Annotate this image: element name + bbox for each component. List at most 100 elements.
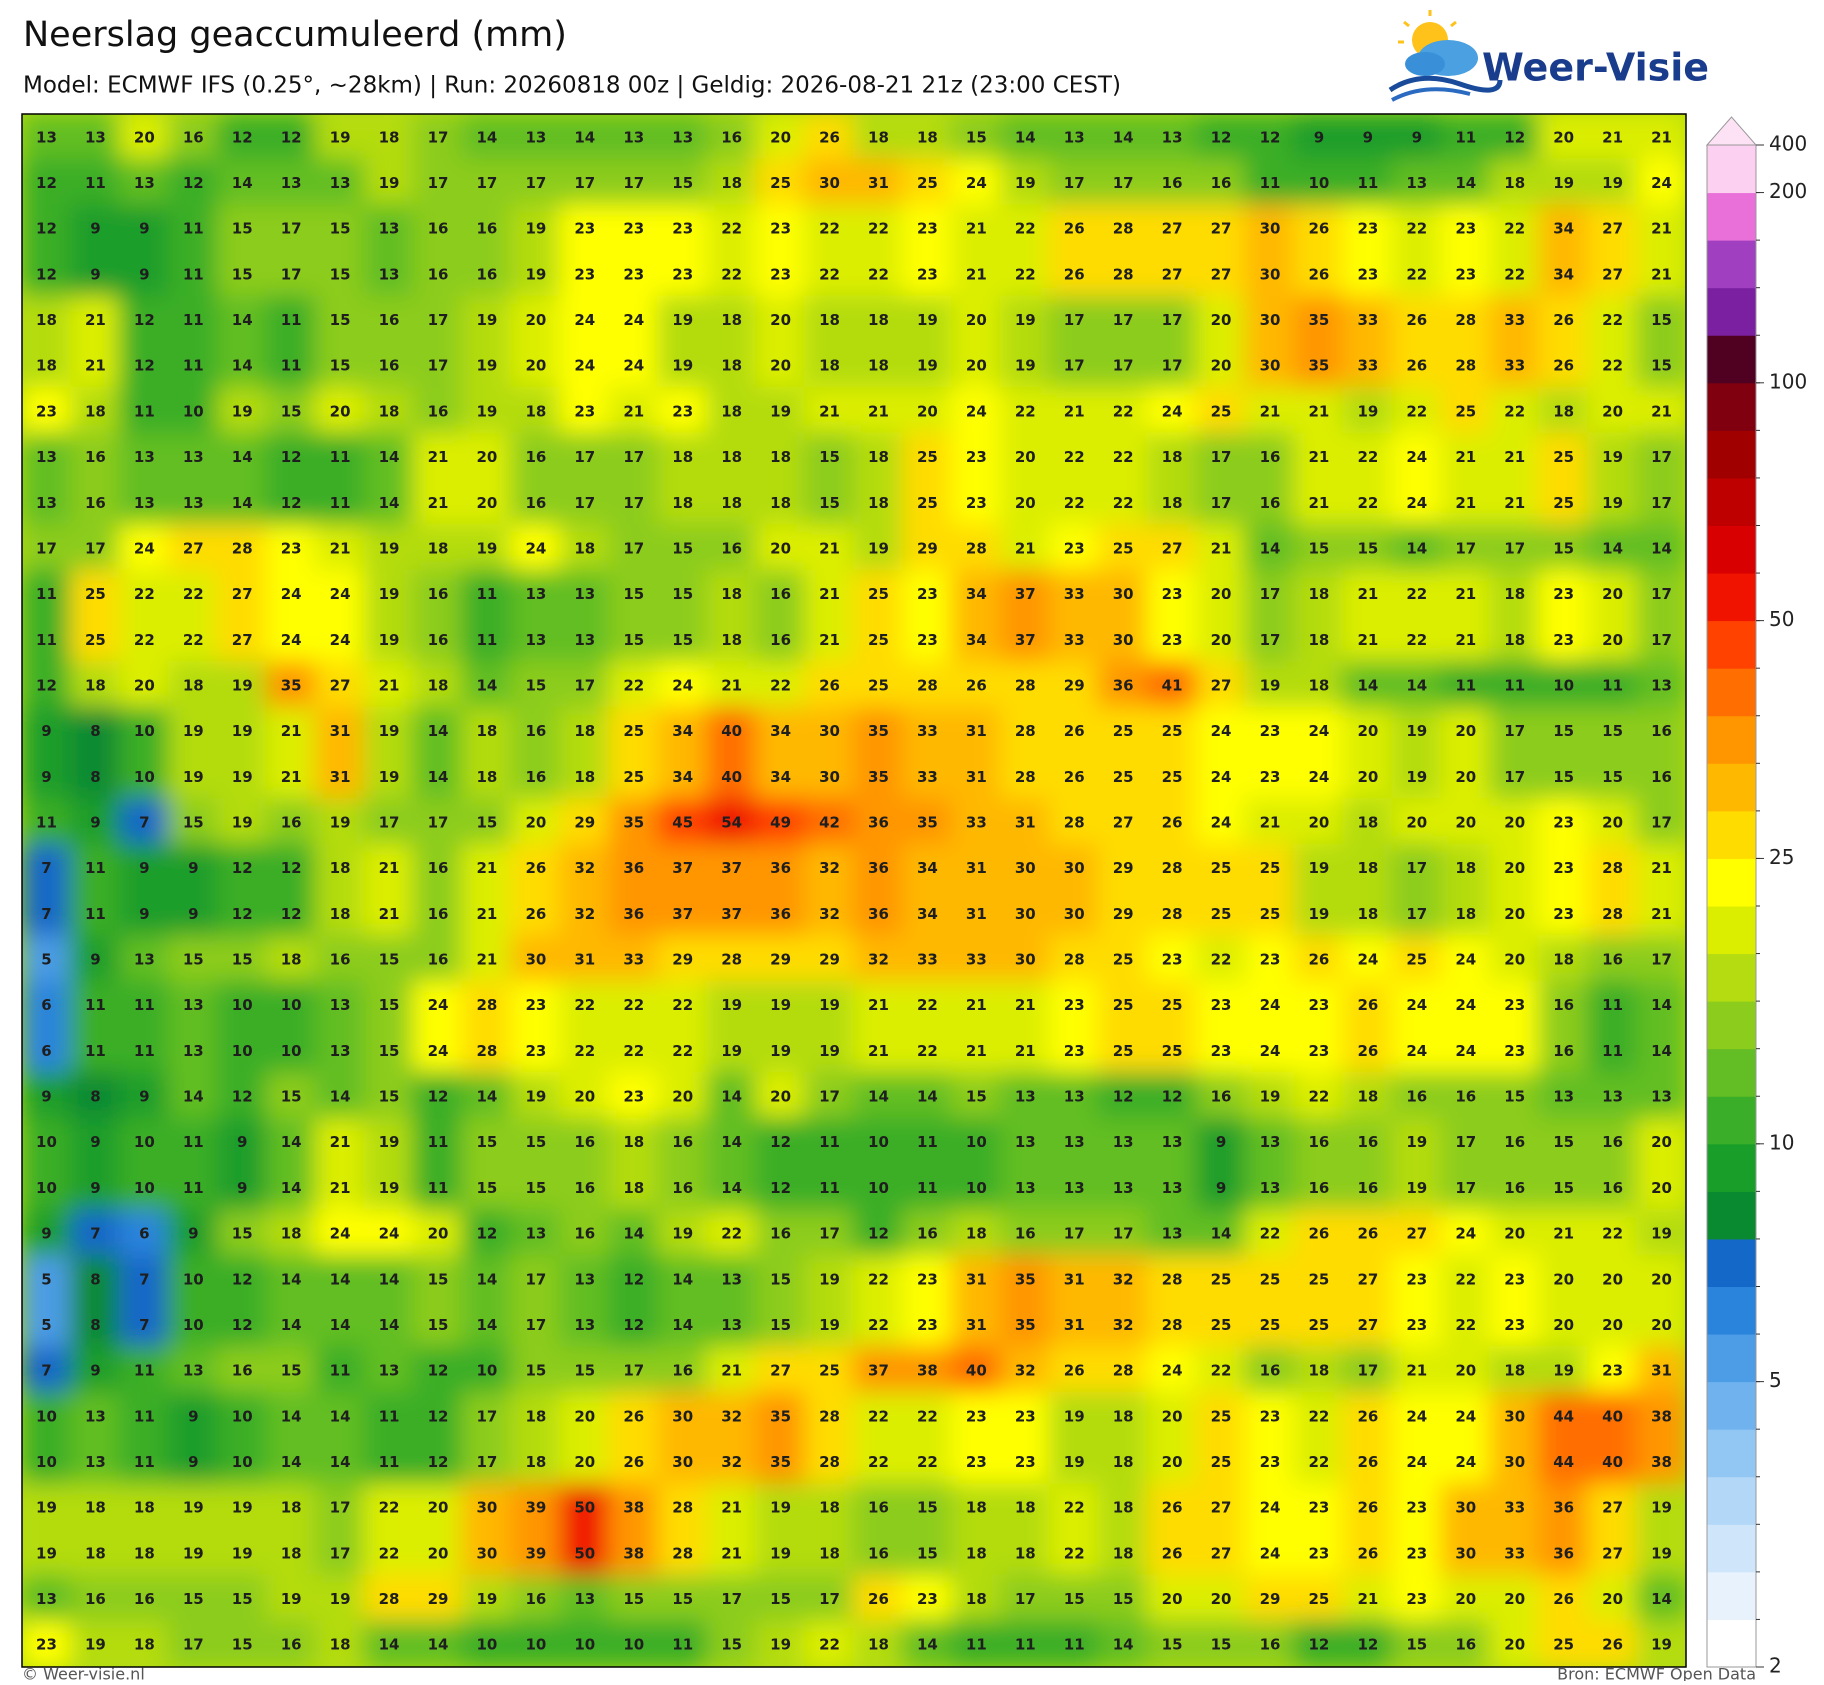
- precip-cell: [510, 569, 562, 618]
- precip-cell: [167, 478, 219, 527]
- precip-cell: [853, 204, 904, 253]
- precip-value: 12: [1504, 128, 1525, 146]
- precip-cell: [1244, 1117, 1296, 1166]
- precip-cell: [1440, 1300, 1492, 1349]
- precip-cell: [559, 1209, 611, 1257]
- precip-value: 10: [574, 1636, 595, 1654]
- precip-labels: 13 13 20 16 12 12 19 18 17 14 13 14 13 13 16 20 26 18 18 15…: [36, 128, 1672, 1653]
- precip-value: 27: [1602, 265, 1623, 283]
- precip-value: 15: [428, 1316, 449, 1334]
- precip-cell: [853, 387, 904, 435]
- precip-value: 26: [1553, 1590, 1574, 1608]
- precip-value: 23: [1504, 996, 1525, 1014]
- precip-value: 18: [966, 1499, 987, 1517]
- precip-value: 22: [1504, 402, 1525, 420]
- precip-cell: [1391, 1209, 1443, 1257]
- precip-cell: [69, 1528, 121, 1577]
- precip-value: 11: [966, 1636, 987, 1654]
- precip-cell: [999, 1483, 1051, 1531]
- precip-value: 22: [1064, 448, 1085, 466]
- precip-cell: [1440, 615, 1492, 664]
- precip-cell: [999, 204, 1051, 253]
- precip-value: 23: [1162, 951, 1183, 969]
- precip-cell: [510, 204, 562, 253]
- precip-value: 17: [1064, 174, 1085, 192]
- precip-cell: [1587, 1300, 1639, 1349]
- precip-cell: [755, 1346, 807, 1394]
- precip-value: 17: [574, 174, 595, 192]
- precip-cell: [22, 1437, 72, 1486]
- precip-value: 21: [966, 996, 987, 1014]
- precip-cell: [1636, 1254, 1686, 1303]
- colorbar-band: [1707, 1143, 1756, 1192]
- precip-value: 20: [1504, 813, 1525, 831]
- precip-value: 15: [232, 1590, 253, 1608]
- precip-value: 16: [428, 951, 449, 969]
- precip-value: 10: [623, 1636, 644, 1654]
- colorbar-tick-label: 200: [1769, 179, 1807, 203]
- precip-cell: [1489, 204, 1541, 253]
- precip-cell: [804, 341, 855, 390]
- precip-value: 26: [1406, 357, 1427, 375]
- precip-cell: [265, 935, 317, 983]
- precip-value: 19: [477, 1590, 498, 1608]
- precip-cell: [363, 158, 415, 207]
- precip-cell: [22, 295, 72, 344]
- precip-cell: [901, 204, 953, 253]
- precip-value: 21: [477, 859, 498, 877]
- precip-value: 14: [477, 1316, 498, 1334]
- precip-value: 16: [1015, 1225, 1036, 1243]
- precip-value: 24: [1162, 402, 1183, 420]
- precip-cell: [314, 980, 366, 1029]
- precip-value: 25: [1211, 402, 1232, 420]
- precip-value: 17: [525, 1270, 546, 1288]
- precip-cell: [1097, 158, 1149, 207]
- precip-cell: [999, 432, 1051, 481]
- precip-cell: [950, 1391, 1002, 1440]
- precip-value: 15: [819, 448, 840, 466]
- precip-value: 33: [623, 951, 644, 969]
- precip-value: 33: [1504, 1544, 1525, 1562]
- precip-cell: [950, 752, 1002, 801]
- precip-cell: [1146, 752, 1198, 801]
- precip-value: 13: [1064, 1088, 1085, 1106]
- precip-cell: [1538, 524, 1590, 572]
- precip-value: 25: [1113, 722, 1134, 740]
- precip-cell: [167, 250, 219, 298]
- precip-cell: [999, 1072, 1051, 1120]
- precip-value: 11: [36, 813, 57, 831]
- precip-value: 17: [1113, 311, 1134, 329]
- precip-cell: [1489, 1483, 1541, 1531]
- precip-value: 12: [281, 905, 302, 923]
- precip-cell: [1097, 1437, 1149, 1486]
- precip-cell: [559, 114, 611, 161]
- precip-cell: [755, 1117, 807, 1166]
- precip-value: 16: [868, 1544, 889, 1562]
- precip-cell: [706, 1072, 758, 1120]
- precip-cell: [853, 1026, 904, 1075]
- precip-value: 21: [428, 494, 449, 512]
- precip-cell: [1342, 1026, 1394, 1075]
- precip-value: 16: [574, 1133, 595, 1151]
- precip-value: 15: [1553, 722, 1574, 740]
- precip-value: 6: [41, 996, 51, 1014]
- precip-cell: [510, 980, 562, 1029]
- precip-cell: [706, 843, 758, 892]
- precip-value: 21: [428, 448, 449, 466]
- precip-value: 12: [428, 1088, 449, 1106]
- precip-cell: [1440, 1026, 1492, 1075]
- precip-cell: [216, 1254, 268, 1303]
- precip-value: 13: [134, 174, 155, 192]
- precip-cell: [461, 1620, 513, 1667]
- precip-cell: [1146, 478, 1198, 527]
- precip-cell: [167, 1254, 219, 1303]
- precip-cell: [1146, 1528, 1198, 1577]
- precip-cell: [167, 706, 219, 755]
- precip-cell: [69, 341, 121, 390]
- precip-cell: [216, 752, 268, 801]
- precip-value: 20: [1162, 1407, 1183, 1425]
- precip-cell: [804, 706, 855, 755]
- precip-value: 15: [1651, 311, 1672, 329]
- precip-cell: [363, 478, 415, 527]
- precip-cell: [1636, 204, 1686, 253]
